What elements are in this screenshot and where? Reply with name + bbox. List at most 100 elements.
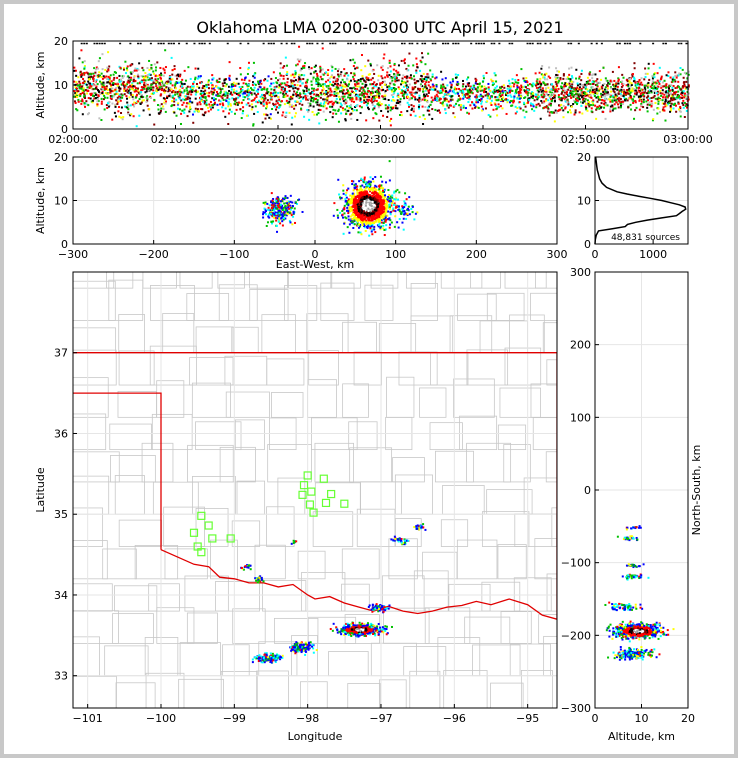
source-point <box>659 92 662 95</box>
source-point <box>107 69 110 72</box>
source-point <box>462 79 465 82</box>
source-point <box>352 58 355 61</box>
source-point <box>532 95 535 98</box>
source-point <box>666 99 669 102</box>
source-point <box>116 99 119 102</box>
source-point <box>517 92 520 95</box>
source-point <box>321 90 324 93</box>
source-point <box>600 106 603 109</box>
source-point <box>321 73 324 76</box>
source-point <box>582 86 585 89</box>
source-point <box>567 94 570 97</box>
source-point <box>149 97 152 100</box>
source-point <box>638 79 641 82</box>
source-point <box>138 98 141 101</box>
source-point <box>292 93 295 96</box>
source-point <box>240 89 243 92</box>
source-point <box>232 81 235 84</box>
source-point <box>311 42 314 45</box>
source-point <box>596 78 599 81</box>
source-point <box>612 96 615 99</box>
source-point <box>651 74 654 77</box>
source-point <box>141 66 144 69</box>
source-point <box>341 78 344 81</box>
source-point <box>146 76 149 79</box>
source-point <box>485 71 488 74</box>
source-point <box>370 93 373 96</box>
source-point <box>103 96 106 99</box>
source-point <box>472 87 475 90</box>
source-point <box>106 70 109 73</box>
source-point <box>671 88 674 91</box>
source-point <box>566 76 569 79</box>
source-point <box>141 94 144 97</box>
source-point <box>188 110 191 113</box>
source-point <box>160 77 163 80</box>
source-point <box>96 67 99 70</box>
source-point <box>127 112 130 115</box>
source-point <box>205 92 208 95</box>
source-point <box>267 90 270 93</box>
source-point <box>234 84 237 87</box>
source-point <box>466 92 469 95</box>
source-point <box>587 82 590 85</box>
source-point <box>509 101 512 104</box>
source-point <box>292 79 295 82</box>
source-point <box>657 96 660 99</box>
source-point <box>195 91 198 94</box>
source-point <box>611 104 614 107</box>
source-point <box>313 87 316 90</box>
source-point <box>520 84 523 87</box>
source-point <box>567 103 570 106</box>
source-point <box>609 95 612 98</box>
source-point <box>646 106 649 109</box>
source-point <box>367 106 370 109</box>
source-point <box>488 88 491 91</box>
source-point <box>520 88 523 91</box>
source-point <box>286 77 289 80</box>
source-point <box>632 98 635 101</box>
source-point <box>517 91 520 94</box>
source-point <box>595 108 598 111</box>
source-point <box>650 91 653 94</box>
source-point <box>381 187 384 190</box>
source-point <box>375 96 378 99</box>
source-point <box>625 97 628 100</box>
source-point <box>103 42 106 45</box>
source-point <box>476 86 479 89</box>
source-point <box>626 88 629 91</box>
source-point <box>231 93 234 96</box>
source-point <box>330 90 333 93</box>
source-point <box>73 69 76 72</box>
source-point <box>478 83 481 86</box>
source-point <box>606 89 609 92</box>
source-point <box>121 118 124 121</box>
source-point <box>406 86 409 89</box>
source-point <box>390 117 393 120</box>
source-point <box>359 220 362 223</box>
source-point <box>170 95 173 98</box>
source-point <box>396 107 399 110</box>
source-point <box>395 88 398 91</box>
source-point <box>85 42 88 45</box>
source-point <box>480 94 483 97</box>
source-point <box>586 81 589 84</box>
source-point <box>484 94 487 97</box>
source-point <box>617 66 620 69</box>
source-point <box>425 87 428 90</box>
source-point <box>526 42 529 45</box>
source-point <box>154 75 157 78</box>
source-point <box>371 177 374 180</box>
source-point <box>305 96 308 99</box>
source-point <box>222 104 225 107</box>
source-point <box>90 85 93 88</box>
source-point <box>117 83 120 86</box>
source-point <box>390 106 393 109</box>
source-point <box>524 91 527 94</box>
source-point <box>218 80 221 83</box>
source-point <box>300 107 303 110</box>
source-point <box>572 88 575 91</box>
source-point <box>383 42 386 45</box>
source-point <box>604 86 607 89</box>
source-point <box>381 80 384 83</box>
